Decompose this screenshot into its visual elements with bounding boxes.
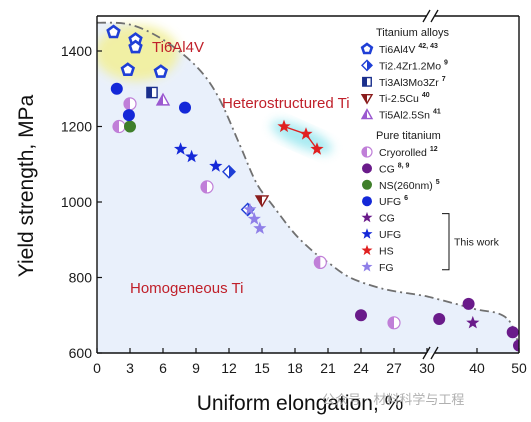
y-tick-label: 800 [69, 270, 93, 286]
x-tick-label: 24 [353, 360, 369, 376]
region-label-homogeneous: Homogeneous Ti [130, 280, 243, 297]
x-tick-label: 9 [192, 360, 200, 376]
data-point-cryorolled-circle-half [123, 97, 137, 111]
data-point-ufg-star [185, 149, 199, 163]
legend-marker [361, 211, 373, 223]
legend-label: Ti5Al2.5Sn 41 [379, 109, 441, 122]
data-point-fg-star [253, 221, 267, 234]
x-tick-label: 3 [126, 360, 134, 376]
data-point-ti-2-5cu-triangle-down [254, 195, 270, 208]
legend-heading: Pure titanium [376, 130, 441, 142]
x-tick-label: 40 [469, 360, 485, 376]
data-point-ufg-star [209, 159, 223, 172]
data-point-cryorolled-circle-half [200, 180, 214, 194]
legend-label: FG [379, 262, 394, 274]
data-point-ti6al4v-pentagon [153, 64, 169, 78]
data-point-cg-circle [433, 313, 446, 326]
x-ticks: 0 3 6 9 12 15 18 21 24 27 30 40 50 [93, 348, 527, 376]
legend-label: Ti3Al3Mo3Zr 7 [379, 76, 446, 89]
data-point-cryorolled-circle-half [313, 255, 327, 269]
legend: Titanium alloys Ti6Al4V 42, 43 Ti2.4Zr1.2Mo… [360, 27, 500, 274]
x-tick-label: 27 [386, 360, 402, 376]
legend-marker [362, 163, 372, 174]
legend-marker [361, 228, 373, 239]
data-point-cryorolled-circle-half [387, 316, 401, 330]
this-work-bracket [442, 213, 450, 271]
x-tick-label: 0 [93, 360, 101, 376]
data-point-ufg-circle [110, 82, 123, 95]
data-point-hs-star [277, 119, 291, 133]
heterostructured-region [271, 120, 333, 154]
data-point-fg-star [247, 212, 261, 225]
legend-marker [360, 108, 374, 120]
legend-heading: Titanium alloys [376, 27, 449, 39]
x-tick-label: 12 [221, 360, 237, 376]
data-point-ti2-4zr1-2mo-diamond-half [222, 164, 236, 179]
y-axis-title: Yield strength, MPa [15, 94, 38, 277]
legend-label: Ti-2.5Cu 40 [379, 92, 430, 105]
data-point-cryorolled-circle-half [112, 119, 126, 134]
data-point-ti6al4v-pentagon [120, 62, 136, 76]
x-tick-label: 6 [159, 360, 167, 376]
watermark: 公众号 · 材料科学与工程 [322, 392, 464, 408]
legend-marker [361, 146, 373, 158]
x-tick-label: 18 [287, 360, 303, 376]
legend-label: Ti6Al4V 42, 43 [379, 43, 438, 56]
legend-marker [361, 59, 373, 72]
data-point-ti5al2-5sn-triangle-up-half [155, 92, 171, 106]
data-point-fg-star [243, 202, 257, 216]
legend-label: Cryorolled 12 [379, 146, 438, 159]
axes: 0 3 6 9 12 15 18 21 24 27 30 40 50 600 800 1000 1200 140… [61, 9, 527, 376]
y-tick-label: 1400 [61, 43, 92, 59]
plot-area [97, 21, 519, 353]
y-tick-label: 600 [69, 345, 93, 361]
data-point-cg-circle [506, 326, 519, 339]
x-tick-label: 30 [419, 360, 435, 376]
data-point-ti6al4v-pentagon [128, 39, 143, 54]
legend-marker [362, 76, 372, 87]
y-tick-label: 1000 [61, 194, 92, 210]
data-point-ufg-star [174, 142, 188, 155]
legend-label: NS(260nm) 5 [379, 179, 440, 192]
data-marks [106, 24, 519, 352]
this-work-label: This work [454, 237, 500, 249]
data-point-ti3al3mo3zr-square-half [146, 86, 158, 99]
x-tick-label: 21 [320, 360, 336, 376]
legend-marker [361, 261, 373, 272]
homogeneous-region-fill [97, 22, 519, 353]
legend-marker [360, 93, 374, 105]
legend-marker [360, 42, 374, 55]
data-point-cg-circle [513, 339, 519, 352]
data-point-ufg-circle [122, 109, 135, 122]
region-label-ti6al4v: Ti6Al4V [152, 39, 204, 56]
data-point-hs-star [310, 142, 324, 155]
legend-label: Ti2.4Zr1.2Mo 9 [379, 59, 448, 72]
x-tick-label: 15 [254, 360, 270, 376]
x-axis-title: Uniform elongation, % [197, 392, 404, 415]
data-point-cg-circle [462, 297, 475, 310]
data-point-hs-star [299, 127, 313, 140]
data-point-cg-star [466, 315, 480, 329]
data-point-ufg-circle [179, 101, 191, 114]
data-point-ti6al4v-pentagon [106, 24, 121, 39]
data-point-cg-circle [355, 309, 367, 322]
y-tick-label: 1200 [61, 119, 92, 135]
legend-marker [362, 179, 372, 190]
region-label-heterostructured: Heterostructured Ti [222, 95, 350, 112]
legend-label: UFG 6 [379, 195, 408, 208]
legend-label: CG 8, 9 [379, 162, 410, 175]
y-ticks: 600 800 1000 1200 1400 [61, 43, 102, 361]
legend-marker [361, 244, 373, 256]
x-tick-label: 50 [511, 360, 527, 376]
legend-label: CG [379, 213, 395, 225]
axis-break-top [422, 9, 439, 23]
legend-marker [362, 196, 372, 207]
data-point-ns-260nm--circle [124, 120, 136, 133]
legend-label: HS [379, 245, 394, 257]
legend-label: UFG [379, 229, 401, 241]
